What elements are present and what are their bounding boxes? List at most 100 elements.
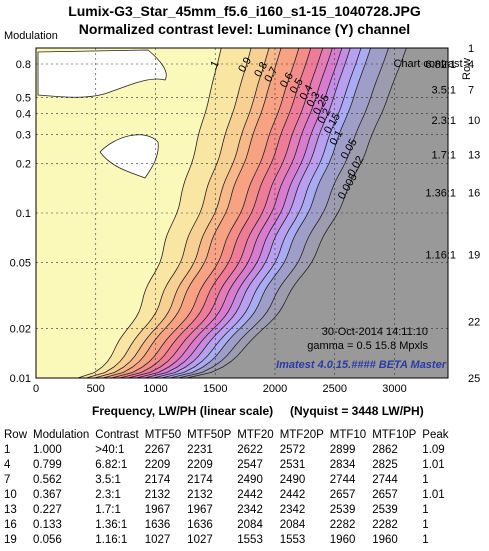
chart-row-value: 16 [468,188,480,200]
results-cell: >40:1 [95,444,125,456]
chart-row-value: 13 [468,149,480,161]
results-cell: 1960 [372,534,398,546]
contour-label: 1 [208,59,221,70]
contour-band-1 [35,47,222,379]
y-tick-label: 0.01 [10,373,31,385]
chart-contrast-value: 1.7:1 [432,149,456,161]
chart-contrast-header: Chart contrast [393,58,462,70]
results-cell: 2539 [372,504,398,516]
results-cell: 2267 [144,444,171,456]
results-cell: 2084 [279,519,306,531]
results-cell: 2490 [279,474,306,486]
results-cell: 1553 [237,534,263,546]
x-tick-label: 2500 [322,383,346,395]
results-cell: 2657 [329,489,356,501]
results-cell: 2174 [144,474,171,486]
results-row: 10 0.367 2.3:1 2132 2132 2442 2442 2657 2657 1.01 [4,488,455,503]
x-tick-label: 500 [87,383,105,395]
results-cell: 1967 [144,504,171,516]
results-cell: 2572 [279,444,306,456]
y-tick-label: 0.4 [16,109,31,121]
results-cell: 2342 [279,504,306,516]
results-cell: 2825 [372,459,398,471]
results-cell: 2282 [329,519,356,531]
chart-row-value: 19 [468,250,480,262]
chart-row-value: 1 [468,43,474,55]
y-tick-label: 0.8 [16,59,31,71]
results-cell: 1636 [187,519,213,531]
results-cell: 2622 [237,444,263,456]
results-header-row: Row Modulation Contrast MTF50 MTF50P MTF20 MTF… [4,428,455,443]
results-cell: 2547 [237,459,263,471]
results-cell: 4 [4,459,11,471]
chart-title: Lumix-G3_Star_45mm_f5.6_i160_s1-15_10407… [68,3,421,19]
results-cell: 2132 [144,489,171,501]
results-row: 1 1.000 >40:1 2267 2231 2622 2572 2899 2862 1.09 [4,443,455,458]
results-row: 16 0.133 1.36:1 1636 1636 2084 2084 2282 2282 1 [4,518,455,533]
results-cell: 1 [422,504,429,516]
results-cell: 1 [4,444,11,456]
y-tick-label: 0.02 [10,323,31,335]
results-table: Row Modulation Contrast MTF50 MTF50P MTF20 MTF… [4,428,455,548]
results-cell: 0.227 [33,504,62,516]
x-axis-note: (Nyquist = 3448 LW/PH) [290,404,424,418]
results-cell: 2209 [187,459,213,471]
results-row: 7 0.562 3.5:1 2174 2174 2490 2490 2744 2744 1 [4,473,455,488]
results-cell: 16 [4,519,17,531]
row-header: Row [461,58,473,80]
contour-plot: 0 500 1000 1500 2000 2500 3000 0.01 0.02 0.05 0.1 0… [10,43,481,418]
chart-contrast-value: 2.3:1 [432,115,456,127]
results-row: 19 0.056 1.16:1 1027 1027 1553 1553 1960 1960 1 [4,533,455,548]
results-cell: 2744 [329,474,356,486]
results-cell: 1.16:1 [95,534,128,546]
results-cell: 0.562 [33,474,62,486]
results-cell: 1 [422,519,429,531]
x-tick-label: 0 [33,383,39,395]
results-cell: 1.36:1 [95,519,128,531]
results-cell: 0.799 [33,459,62,471]
results-column-header: Row [4,429,28,441]
y-axis-label: Modulation [4,30,58,42]
results-cell: 7 [4,474,11,486]
results-column-header: MTF50P [187,429,232,441]
results-cell: 1967 [187,504,213,516]
date-annotation: 30-Oct-2014 14:11:10 [322,326,428,338]
results-cell: 6.82:1 [95,459,128,471]
x-tick-label: 1000 [143,383,167,395]
x-axis-label: Frequency, LW/PH (linear scale) [92,404,273,418]
results-cell: 2132 [187,489,213,501]
chart-row-value: 7 [468,84,474,96]
results-cell: 2282 [372,519,398,531]
results-cell: 2084 [237,519,263,531]
results-cell: 19 [4,534,17,546]
results-cell: 2442 [279,489,306,501]
results-cell: 2342 [237,504,263,516]
results-cell: 2.3:1 [95,489,121,501]
results-cell: 2490 [237,474,263,486]
chart-row-value: 4 [468,59,474,71]
results-column-header: Contrast [95,429,139,441]
results-cell: 0.367 [33,489,62,501]
x-tick-label: 3000 [382,383,406,395]
results-cell: 1.09 [422,444,445,456]
chart-contrast-value: 3.5:1 [432,84,456,96]
results-column-header: MTF50 [144,429,182,441]
chart-row-value: 25 [468,373,480,385]
chart-contrast-value: 1.16:1 [425,250,456,262]
results-cell: 1 [422,474,429,486]
results-column-header: MTF10P [372,429,417,441]
y-tick-label: 0.1 [16,208,31,220]
results-column-header: MTF20 [237,429,274,441]
results-cell: 2209 [144,459,171,471]
results-cell: 2531 [279,459,306,471]
results-cell: 2174 [187,474,213,486]
results-cell: 2657 [372,489,398,501]
results-cell: 1027 [187,534,213,546]
results-column-header: Modulation [33,429,90,441]
results-cell: 1027 [144,534,171,546]
watermark: Imatest 4.0.15.#### BETA Master [276,359,447,371]
results-cell: 2744 [372,474,398,486]
results-cell: 13 [4,504,17,516]
results-column-header: Peak [422,429,449,441]
y-tick-label: 0.3 [16,129,31,141]
